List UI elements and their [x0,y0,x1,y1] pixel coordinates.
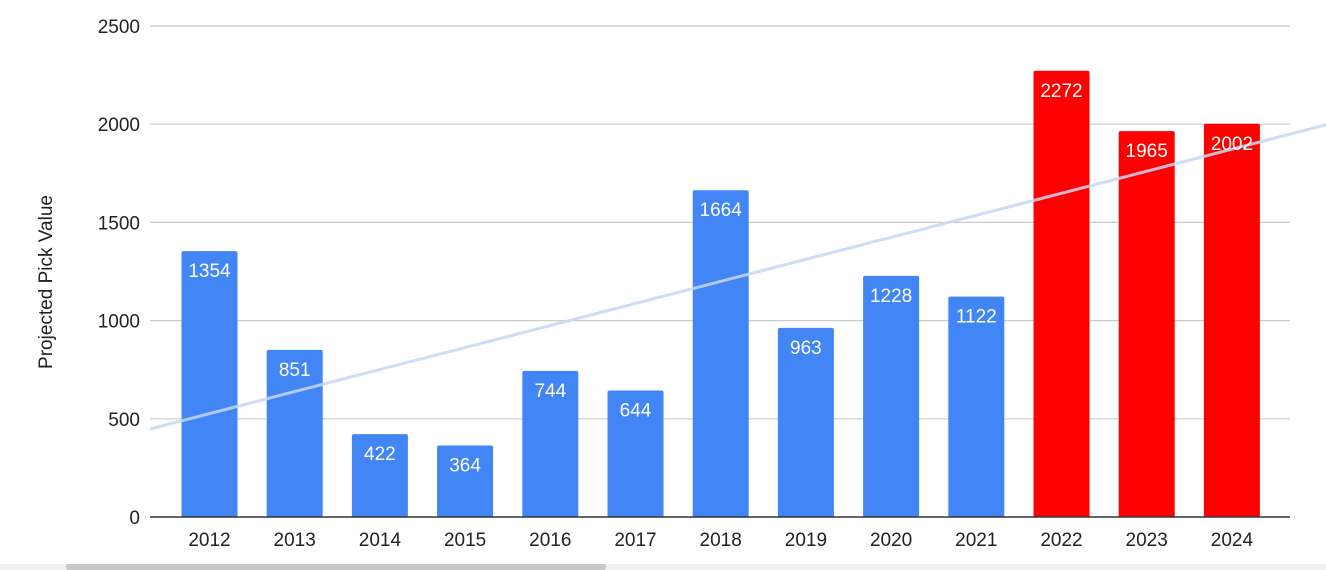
x-tick-label: 2016 [529,530,571,551]
y-tick-label: 2500 [98,17,140,38]
y-axis-ticks: 0 500 1000 1500 2000 2500 [98,17,140,529]
bar-data-label: 1664 [700,200,743,221]
bar [948,296,1005,517]
x-tick-label: 2015 [444,530,486,551]
bar-data-label: 2272 [1040,81,1082,102]
bar-data-label: 1965 [1126,141,1168,162]
bars [181,70,1260,518]
y-tick-label: 0 [129,508,140,529]
bar [777,327,834,517]
bar-data-label: 851 [279,360,311,381]
bar [1118,131,1175,517]
x-tick-label: 2024 [1211,530,1254,551]
bar-data-label: 644 [620,401,652,422]
bar-data-label: 963 [790,338,822,359]
x-tick-label: 2017 [614,530,656,551]
x-tick-label: 2018 [700,530,742,551]
y-tick-label: 1500 [98,213,140,234]
x-tick-label: 2019 [785,530,827,551]
x-tick-label: 2022 [1040,530,1082,551]
data-labels: 1354 851 422 364 744 644 1664 963 1228 1122 2272 19… [188,81,1253,477]
y-tick-label: 2000 [98,115,140,136]
bar [692,190,749,517]
bar-data-label: 744 [534,381,566,402]
bar [266,349,323,517]
bar-data-label: 1354 [188,261,231,282]
bar [607,390,664,517]
y-axis-title: Projected Pick Value [36,195,57,369]
bar-data-label: 2002 [1211,134,1253,155]
x-tick-label: 2020 [870,530,912,551]
bar [437,445,494,517]
bar [1203,123,1260,518]
x-tick-label: 2014 [359,530,402,551]
bar-data-label: 1228 [870,286,912,307]
horizontal-scrollbar[interactable] [0,564,1326,570]
x-tick-label: 2023 [1126,530,1168,551]
scrollbar-thumb[interactable] [66,564,606,570]
bar [1033,70,1090,517]
x-axis-ticks: 2012 2013 2014 2015 2016 2017 2018 2019 2020 2021… [188,530,1253,551]
x-tick-label: 2013 [274,530,316,551]
y-tick-label: 1000 [98,312,140,333]
y-tick-label: 500 [108,410,140,431]
bar-data-label: 422 [364,444,396,465]
trendline [149,123,1326,431]
bar-data-label: 364 [449,456,481,477]
bar [351,434,408,517]
x-tick-label: 2021 [955,530,997,551]
x-tick-label: 2012 [188,530,230,551]
bar [863,275,920,517]
bar [181,251,238,517]
bar [522,370,579,517]
bar-data-label: 1122 [956,307,997,328]
